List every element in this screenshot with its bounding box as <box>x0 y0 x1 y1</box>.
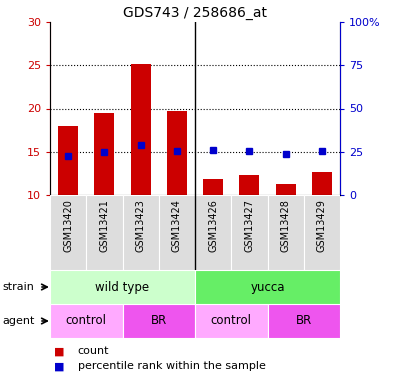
Bar <box>267 195 304 270</box>
Bar <box>58 126 78 195</box>
Bar <box>267 304 340 338</box>
Bar <box>195 304 267 338</box>
Text: strain: strain <box>2 282 34 292</box>
Text: ■: ■ <box>54 346 64 356</box>
Bar <box>122 304 195 338</box>
Text: GSM13429: GSM13429 <box>317 199 327 252</box>
Bar <box>131 63 150 195</box>
Bar <box>231 195 267 270</box>
Text: GSM13428: GSM13428 <box>280 199 291 252</box>
Bar <box>50 304 122 338</box>
Text: GSM13423: GSM13423 <box>135 199 146 252</box>
Bar <box>86 195 122 270</box>
Bar <box>203 179 223 195</box>
Bar <box>50 270 195 304</box>
Text: GSM13424: GSM13424 <box>172 199 182 252</box>
Text: percentile rank within the sample: percentile rank within the sample <box>78 362 265 371</box>
Bar <box>50 195 86 270</box>
Text: GSM13426: GSM13426 <box>208 199 218 252</box>
Title: GDS743 / 258686_at: GDS743 / 258686_at <box>123 6 267 20</box>
Bar <box>195 270 340 304</box>
Text: BR: BR <box>150 315 167 327</box>
Text: GSM13421: GSM13421 <box>100 199 109 252</box>
Bar <box>276 184 295 195</box>
Bar <box>239 175 260 195</box>
Text: BR: BR <box>295 315 312 327</box>
Bar <box>159 195 195 270</box>
Text: control: control <box>66 315 107 327</box>
Bar <box>94 113 114 195</box>
Text: GSM13420: GSM13420 <box>63 199 73 252</box>
Text: GSM13427: GSM13427 <box>245 199 254 252</box>
Bar <box>312 172 332 195</box>
Bar <box>195 195 231 270</box>
Bar <box>304 195 340 270</box>
Text: wild type: wild type <box>96 280 150 294</box>
Text: control: control <box>211 315 252 327</box>
Text: yucca: yucca <box>250 280 285 294</box>
Bar <box>122 195 159 270</box>
Bar <box>167 111 187 195</box>
Text: ■: ■ <box>54 362 64 371</box>
Text: count: count <box>78 346 109 356</box>
Text: agent: agent <box>2 316 34 326</box>
